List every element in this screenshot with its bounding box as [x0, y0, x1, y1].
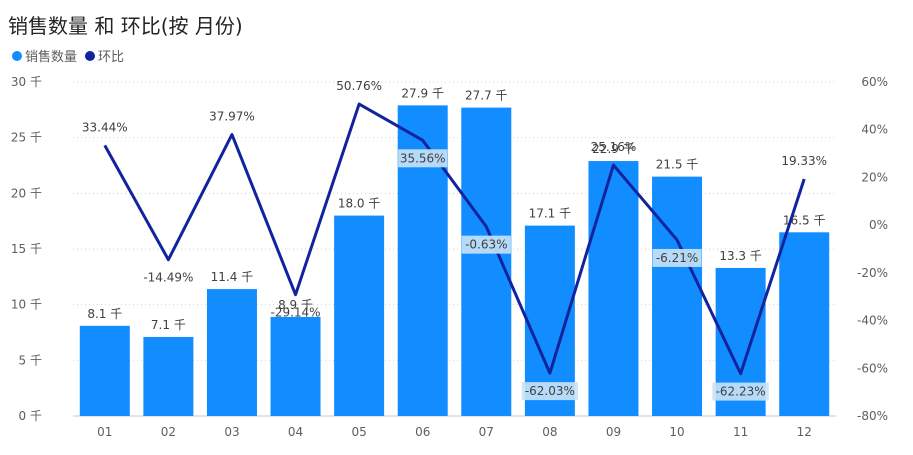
bar [461, 107, 512, 417]
bar-data-label: 18.0 千 [338, 197, 381, 211]
line-data-label: -0.63% [465, 238, 507, 252]
bar-data-label: 13.3 千 [719, 249, 762, 263]
bar-data-label: 17.1 千 [529, 207, 572, 221]
line-data-label: 33.44% [82, 120, 128, 134]
bar-data-label: 16.5 千 [783, 213, 826, 227]
y-left-tick-label: 20 千 [11, 186, 42, 200]
bar-data-label: 8.1 千 [87, 307, 122, 321]
y-left-tick-label: 0 千 [19, 409, 42, 423]
bar [143, 336, 194, 416]
line-data-label: -62.03% [525, 384, 575, 398]
bar [779, 232, 830, 416]
line-data-label: -62.23% [716, 385, 766, 399]
x-tick-label: 07 [479, 425, 494, 439]
bar [588, 161, 639, 416]
x-tick-label: 01 [97, 425, 112, 439]
x-tick-label: 02 [161, 425, 176, 439]
y-right-tick-label: -40% [857, 314, 888, 328]
line-data-label: 19.33% [781, 154, 827, 168]
x-tick-label: 05 [351, 425, 366, 439]
line-data-label: -14.49% [143, 271, 193, 285]
legend-label-mom: 环比 [98, 50, 125, 65]
bar [79, 325, 130, 416]
line-label-background [652, 248, 702, 267]
bar-data-label: 7.1 千 [151, 318, 186, 332]
line-data-label: 35.56% [400, 151, 446, 165]
bar-data-label: 21.5 千 [656, 158, 699, 172]
x-tick-label: 11 [733, 425, 748, 439]
legend-marker-mom [85, 50, 96, 61]
y-right-tick-label: 40% [861, 123, 888, 137]
bar [652, 176, 703, 416]
x-tick-label: 06 [415, 425, 430, 439]
y-left-tick-label: 5 千 [19, 353, 42, 367]
y-right-tick-label: 0% [869, 218, 888, 232]
y-left-tick-label: 25 千 [11, 131, 42, 145]
x-tick-label: 09 [606, 425, 621, 439]
line-data-label: -6.21% [656, 251, 698, 265]
bar-data-label: 27.7 千 [465, 89, 508, 103]
y-left-tick-label: 10 千 [11, 298, 42, 312]
x-tick-label: 12 [797, 425, 812, 439]
x-tick-label: 10 [669, 425, 684, 439]
legend: 销售数量 环比 [12, 46, 132, 65]
line-data-label: 50.76% [336, 79, 382, 93]
line-label-background [712, 382, 769, 401]
y-right-tick-label: -80% [857, 409, 888, 423]
y-left-tick-label: 30 千 [11, 75, 42, 89]
line-label-background [521, 382, 579, 401]
y-left-tick-label: 15 千 [11, 242, 42, 256]
legend-label-sales: 销售数量 [25, 50, 78, 65]
line-label-background [398, 149, 448, 168]
y-right-tick-label: 60% [861, 75, 888, 89]
legend-item-sales[interactable]: 销售数量 [12, 46, 77, 65]
bar-data-label: 11.4 千 [211, 270, 254, 284]
bar [206, 289, 257, 416]
bar [270, 316, 321, 416]
y-right-tick-label: -60% [857, 361, 888, 375]
chart-title: 销售数量 和 环比(按 月份) [8, 14, 243, 38]
bar-data-label: 8.9 千 [278, 298, 313, 312]
y-right-tick-label: -20% [857, 266, 888, 280]
line-label-background [461, 235, 511, 254]
y-right-tick-label: 20% [861, 170, 888, 184]
legend-marker-sales [12, 50, 22, 61]
bar-data-label: 27.9 千 [401, 86, 444, 100]
x-tick-label: 04 [288, 425, 303, 439]
x-tick-label: 08 [542, 425, 557, 439]
bar-data-label: 22.9 千 [592, 142, 635, 156]
x-tick-label: 03 [224, 425, 239, 439]
line-data-label: -29.14% [270, 306, 320, 320]
legend-item-mom[interactable]: 环比 [85, 46, 124, 65]
line-data-label: 37.97% [209, 110, 255, 124]
line-data-label: 25.16% [591, 140, 637, 154]
bar [334, 215, 385, 416]
